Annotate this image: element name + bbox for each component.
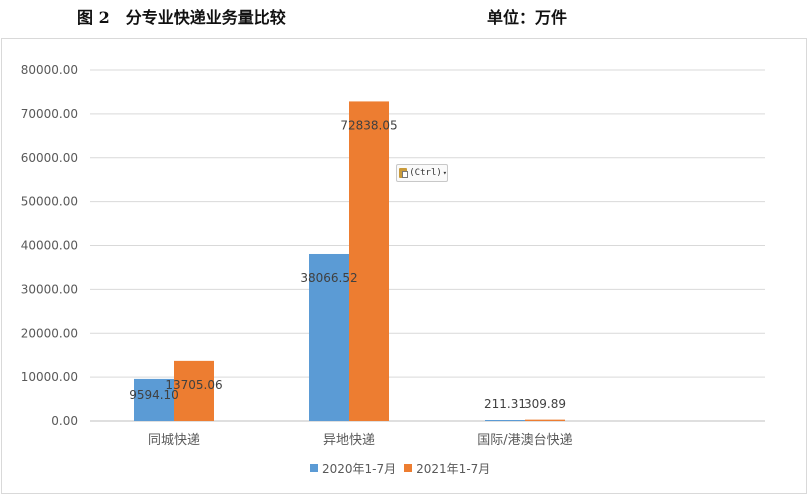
bar-2020-0 <box>134 378 174 421</box>
category-label: 同城快递 <box>148 433 200 448</box>
y-tick-label: 40000.00 <box>21 239 78 253</box>
paste-options-button[interactable]: (Ctrl) ▾ <box>396 164 448 182</box>
data-label: 72838.05 <box>340 118 397 132</box>
data-label: 211.31 <box>484 397 526 411</box>
y-tick-label: 30000.00 <box>21 282 78 296</box>
y-tick-label: 0.00 <box>51 414 78 428</box>
legend-swatch-2020 <box>310 464 318 472</box>
clipboard-icon <box>399 167 408 179</box>
y-tick-label: 50000.00 <box>21 195 78 209</box>
legend-swatch-2021 <box>404 464 413 472</box>
data-label: 38066.52 <box>300 271 357 285</box>
unit-label: 单位：万件 <box>487 8 568 27</box>
figure-title: 图 2 分专业快递业务量比较 <box>77 8 286 27</box>
bar-2021-1 <box>349 101 389 421</box>
y-tick-label: 20000.00 <box>21 326 78 340</box>
y-tick-label: 10000.00 <box>21 370 78 384</box>
chevron-down-icon: ▾ <box>442 169 447 177</box>
legend-item-2021: 2021年1-7月 <box>404 460 490 477</box>
y-tick-label: 60000.00 <box>21 151 78 165</box>
data-label: 309.89 <box>524 397 566 411</box>
category-label: 异地快递 <box>323 433 375 448</box>
category-label: 国际/港澳台快递 <box>477 432 572 448</box>
data-label: 9594.10 <box>129 388 179 402</box>
bar-2020-2 <box>485 420 525 421</box>
legend-item-2020: 2020年1-7月 <box>310 460 396 477</box>
bar-2021-2 <box>525 419 565 421</box>
legend-label-2021: 2021年1-7月 <box>416 461 491 476</box>
bar-2021-0 <box>174 360 214 421</box>
data-label: 13705.06 <box>165 378 222 392</box>
y-tick-label: 70000.00 <box>21 107 78 121</box>
y-tick-label: 80000.00 <box>21 63 78 77</box>
paste-options-label: (Ctrl) <box>409 168 442 178</box>
figure-heading: 图 2 分专业快递业务量比较 单位：万件 <box>0 4 809 28</box>
bar-2020-1 <box>309 253 349 421</box>
chart-legend: 2020年1-7月 2021年1-7月 <box>310 459 498 477</box>
legend-label-2020: 2020年1-7月 <box>322 461 397 476</box>
